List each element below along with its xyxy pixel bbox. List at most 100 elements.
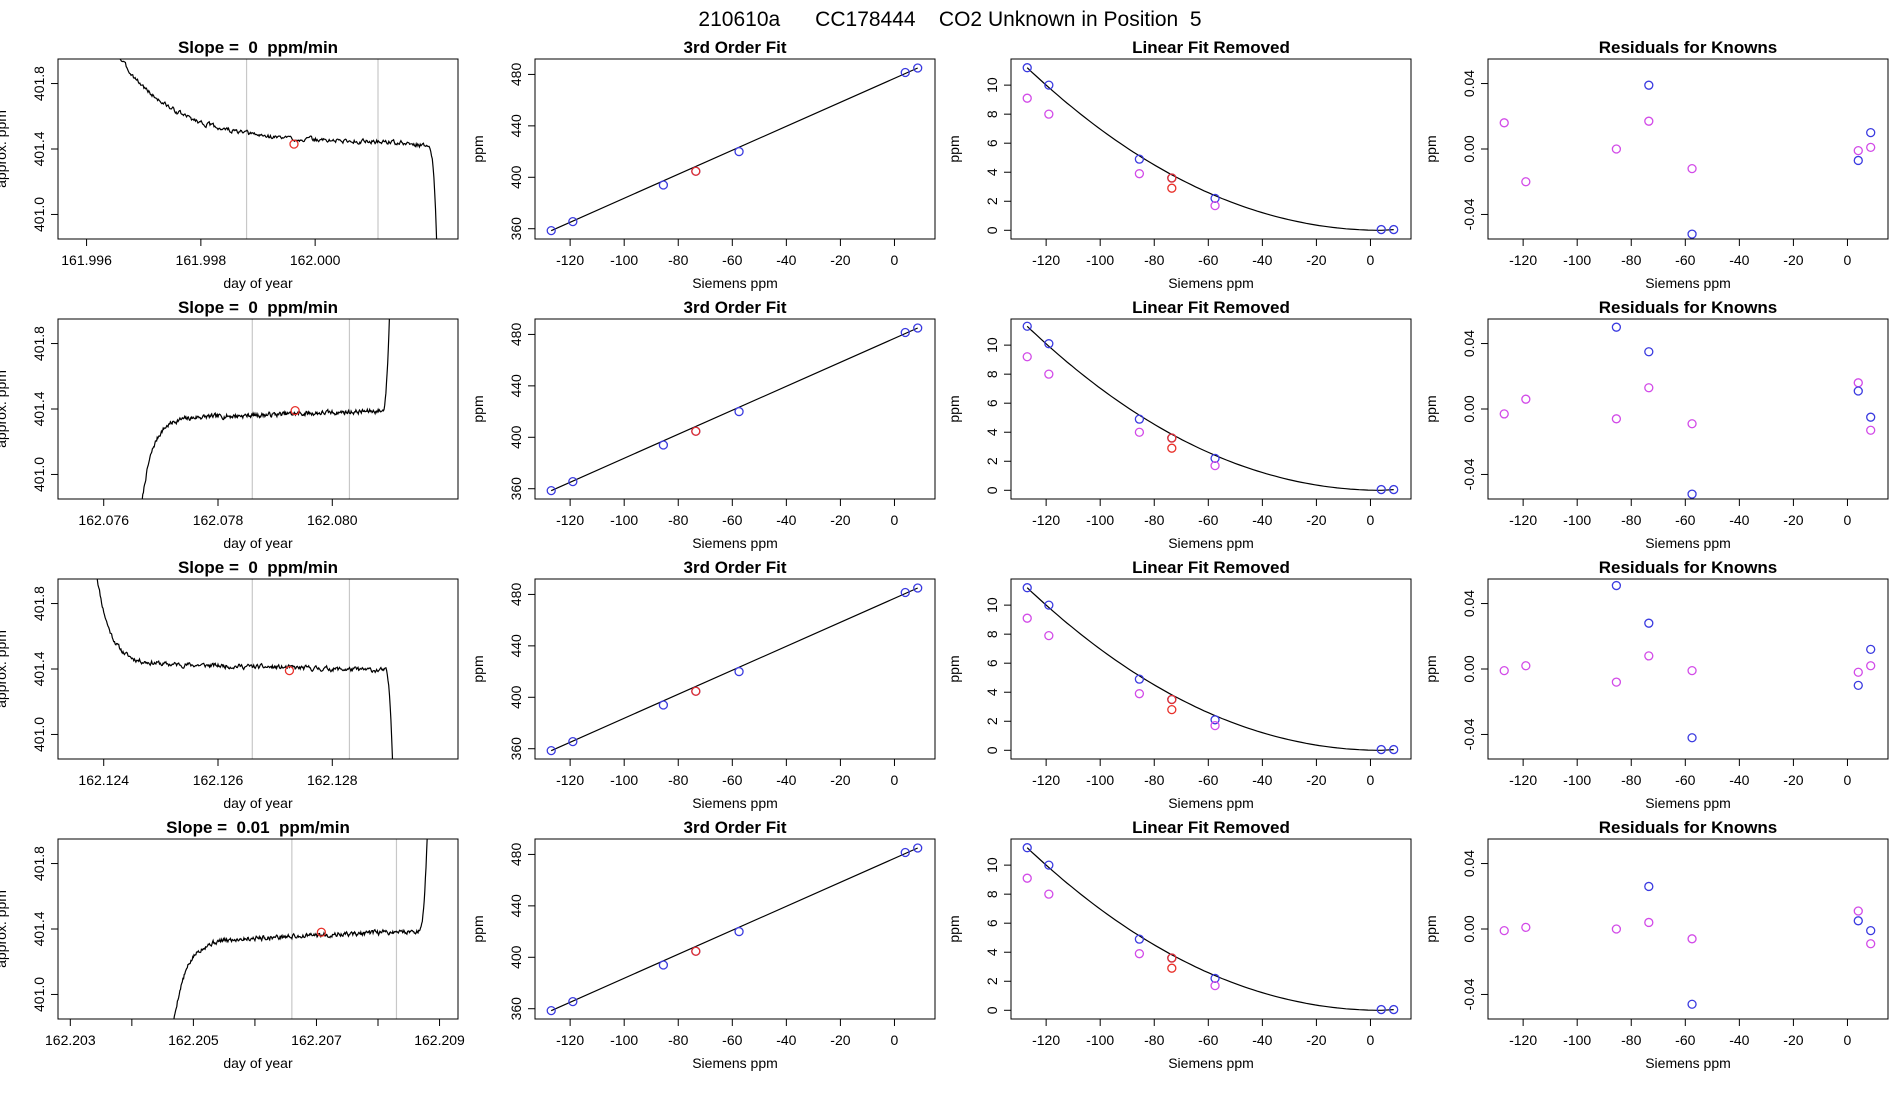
y-tick-label: 2 (984, 977, 1000, 985)
known-data-point (1687, 665, 1697, 676)
x-tick-label: -20 (830, 512, 850, 528)
x-tick-label: 0 (1367, 772, 1375, 788)
known-data-point (1611, 414, 1622, 424)
known-data-point (1499, 409, 1509, 419)
y-tick-label: 0 (984, 1006, 1000, 1014)
unknown-data-point (691, 166, 701, 176)
known-data-point (900, 327, 910, 338)
y-tick-label: 400 (508, 165, 524, 189)
plot-frame (534, 318, 936, 500)
x-tick-label: 0 (1367, 1032, 1375, 1048)
known-data-point (1853, 906, 1863, 916)
y-tick-label: 400 (508, 945, 524, 969)
y-tick-label: 401.8 (31, 586, 47, 621)
known-data-point (913, 843, 923, 853)
plot-frame (1010, 578, 1412, 760)
y-tick-label: 400 (508, 685, 524, 709)
known-data-point (1853, 916, 1863, 926)
panel-4-2: 3rd Order Fit Siemens ppm ppm -120 -100 -80 -6… (470, 818, 936, 1071)
concentration-trace (96, 579, 394, 759)
x-tick-label: 0 (891, 252, 899, 268)
x-tick-label: -80 (1144, 252, 1164, 268)
known-data-point (1687, 489, 1697, 499)
panel-4-1: Slope = 0.01 ppm/min day of year approx. p… (0, 818, 465, 1071)
y-tick-label: -0.04 (1461, 718, 1477, 750)
y-axis-label: ppm (1423, 395, 1439, 422)
y-tick-label: 480 (508, 583, 524, 607)
plot-frame (57, 318, 459, 500)
x-tick-label: -20 (1306, 772, 1326, 788)
x-tick-label: -100 (610, 252, 638, 268)
y-tick-label: 480 (508, 843, 524, 867)
known-data-point (1853, 680, 1863, 691)
known-data-point (1389, 1004, 1399, 1015)
y-tick-label: 10 (984, 77, 1000, 93)
x-tick-label: -40 (776, 772, 796, 788)
known-data-point (1134, 689, 1145, 699)
x-tick-label: -60 (1675, 1032, 1695, 1048)
panel-title: Residuals for Knowns (1599, 558, 1778, 577)
unknown-data-point (1167, 953, 1177, 963)
known-data-point (1210, 460, 1220, 471)
panel-4-4: Residuals for Knowns Siemens ppm ppm -120 -1… (1423, 818, 1889, 1071)
known-data-point (1866, 939, 1876, 949)
x-tick-label: -100 (1563, 1032, 1591, 1048)
x-tick-label: -40 (1729, 512, 1749, 528)
known-data-point (1687, 419, 1697, 429)
x-tick-label: -120 (556, 252, 584, 268)
y-tick-label: 0.04 (1461, 70, 1477, 97)
plot-area (1499, 580, 1876, 743)
x-tick-label: 162.128 (307, 772, 358, 788)
unknown-data-point (1167, 694, 1177, 705)
y-tick-label: 0 (984, 226, 1000, 234)
x-tick-label: -40 (1729, 252, 1749, 268)
y-tick-label: 6 (984, 139, 1000, 147)
panel-2-4: Residuals for Knowns Siemens ppm ppm -120 -1… (1423, 298, 1889, 551)
unknown-data-point (1167, 173, 1177, 183)
panel-title: Slope = 0.01 ppm/min (166, 818, 350, 837)
x-tick-label: -100 (1086, 512, 1114, 528)
known-data-point (1866, 925, 1876, 936)
plot-area (1499, 80, 1876, 239)
y-axis-label: ppm (946, 395, 962, 422)
y-tick-label: 0 (984, 486, 1000, 494)
known-data-point (1866, 127, 1876, 138)
x-tick-label: -80 (668, 252, 688, 268)
y-axis-label: approx. ppm (0, 110, 9, 188)
known-data-point (1687, 733, 1697, 743)
unknown-data-point (691, 686, 701, 696)
known-data-point (900, 587, 910, 598)
x-axis-label: Siemens ppm (692, 795, 778, 811)
x-axis-label: Siemens ppm (692, 535, 778, 551)
unknown-data-point (289, 139, 299, 149)
fit-curve (550, 587, 918, 752)
x-tick-label: -20 (1783, 1032, 1803, 1048)
figure-title: 210610a CC178444 CO2 Unknown in Position… (698, 8, 1201, 31)
x-tick-label: -40 (776, 1032, 796, 1048)
y-tick-label: 0.00 (1461, 655, 1477, 682)
y-axis-label: ppm (946, 915, 962, 942)
known-data-point (546, 485, 556, 496)
x-tick-label: -120 (556, 1032, 584, 1048)
y-tick-label: 0.04 (1461, 850, 1477, 877)
x-tick-label: 162.205 (168, 1032, 219, 1048)
known-data-point (1376, 484, 1386, 495)
x-tick-label: 161.998 (176, 252, 227, 268)
known-data-point (1376, 1004, 1386, 1015)
known-data-point (734, 406, 744, 417)
known-data-point (658, 180, 669, 190)
known-data-point (1611, 322, 1622, 332)
y-tick-label: -0.04 (1461, 978, 1477, 1010)
y-axis-label: ppm (470, 135, 486, 162)
y-tick-label: 401.4 (31, 391, 47, 426)
known-data-point (1134, 674, 1145, 684)
panel-title: Slope = 0 ppm/min (178, 38, 338, 57)
y-tick-label: 10 (984, 857, 1000, 873)
known-data-point (1853, 378, 1863, 388)
x-tick-label: -60 (722, 512, 742, 528)
plot-area (546, 323, 923, 496)
x-tick-label: -60 (1198, 512, 1218, 528)
y-axis-label: ppm (470, 655, 486, 682)
y-axis-label: approx. ppm (0, 630, 9, 708)
